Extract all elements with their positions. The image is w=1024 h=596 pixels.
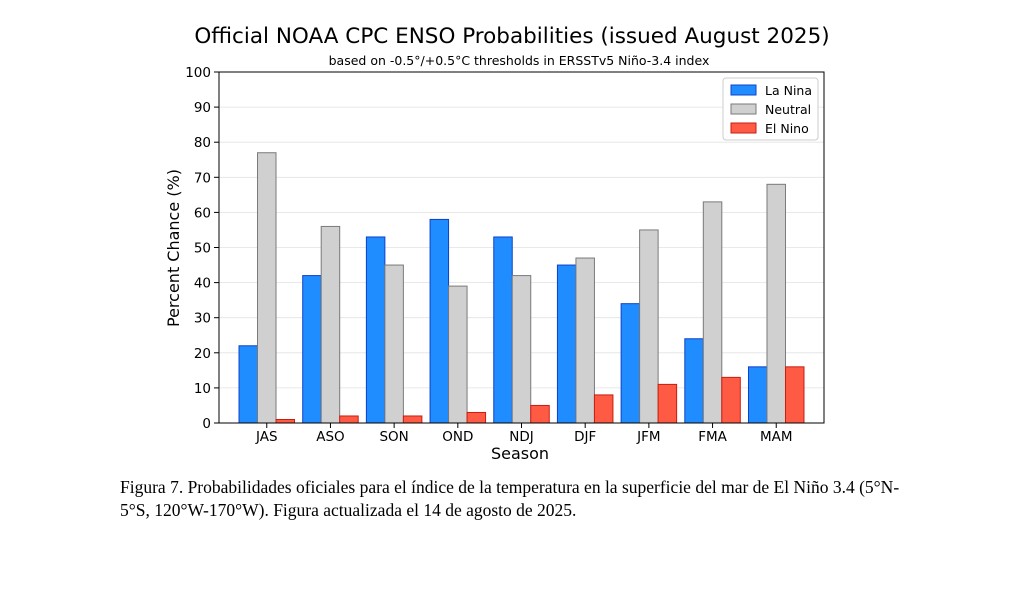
bar-el-nino-son: [402, 415, 423, 424]
bar-el-nino-ndj: [530, 404, 550, 424]
y-tick-label: 70: [194, 170, 211, 186]
y-tick-label: 30: [194, 311, 211, 327]
x-tick-label: FMA: [698, 429, 727, 445]
bar-el-nino-mam: [784, 366, 805, 424]
bar-neutral-aso: [320, 225, 341, 424]
bar-el-nino-djf: [593, 394, 614, 424]
x-tick-label: NDJ: [509, 429, 533, 445]
legend-swatch: [730, 84, 757, 96]
y-tick-label: 20: [194, 346, 211, 362]
bar-la-nina-ond: [429, 218, 450, 424]
bar-la-nina-jfm: [620, 303, 641, 424]
y-axis-label: Percent Chance (%): [164, 169, 183, 327]
bar-el-nino-jfm: [657, 383, 678, 424]
bar-neutral-ond: [448, 285, 468, 424]
x-tick-label: JAS: [255, 429, 278, 445]
x-tick-label: ASO: [316, 429, 344, 445]
bar-neutral-djf: [575, 257, 595, 424]
y-axis-ticks: 0 10 20 30 40 50 60 70 80 90 100: [185, 65, 219, 432]
legend-swatch: [730, 103, 757, 115]
x-axis-label: Season: [491, 444, 549, 463]
bars: [238, 152, 805, 424]
y-tick-label: 40: [194, 276, 211, 292]
bar-la-nina-aso: [302, 275, 322, 424]
bar-la-nina-ndj: [493, 236, 513, 424]
y-tick-label: 60: [194, 205, 211, 221]
bar-neutral-mam: [766, 183, 786, 424]
bar-la-nina-djf: [556, 264, 577, 424]
y-tick-label: 10: [194, 381, 211, 397]
x-tick-label: JFM: [636, 429, 660, 445]
x-tick-label: OND: [442, 429, 473, 445]
bar-neutral-son: [384, 264, 404, 424]
y-tick-label: 50: [194, 241, 211, 257]
bar-el-nino-fma: [721, 376, 741, 424]
x-tick-label: SON: [379, 429, 408, 445]
chart-subtitle: based on -0.5°/+0.5°C thresholds in ERSS…: [329, 53, 710, 68]
chart-title: Official NOAA CPC ENSO Probabilities (is…: [194, 24, 829, 49]
legend-label: El Nino: [765, 121, 809, 136]
x-axis-ticks: JAS ASO SON OND NDJ DJF JFM FMA MAM: [255, 423, 793, 445]
bar-neutral-ndj: [511, 275, 532, 424]
y-tick-label: 100: [185, 65, 211, 81]
y-tick-label: 80: [194, 135, 211, 151]
legend: La Nina Neutral El Nino: [722, 77, 819, 141]
bar-la-nina-son: [365, 236, 386, 424]
x-tick-label: MAM: [760, 429, 793, 445]
y-tick-label: 90: [194, 100, 211, 116]
y-tick-label: 0: [202, 416, 211, 432]
bar-la-nina-fma: [684, 338, 704, 424]
bar-el-nino-ond: [466, 411, 487, 424]
enso-probability-chart: Official NOAA CPC ENSO Probabilities (is…: [164, 24, 830, 463]
legend-swatch: [730, 122, 757, 134]
bar-neutral-jas: [257, 152, 277, 424]
bar-neutral-fma: [702, 201, 723, 424]
bar-la-nina-jas: [238, 345, 259, 424]
legend-label: Neutral: [765, 102, 811, 117]
figure-caption: Figura 7. Probabilidades oficiales para …: [120, 477, 900, 520]
bar-el-nino-aso: [339, 415, 359, 424]
bar-la-nina-mam: [747, 366, 768, 424]
x-tick-label: DJF: [574, 429, 596, 445]
bar-el-nino-jas: [275, 418, 296, 424]
bar-neutral-jfm: [639, 229, 659, 424]
legend-label: La Nina: [765, 83, 812, 98]
